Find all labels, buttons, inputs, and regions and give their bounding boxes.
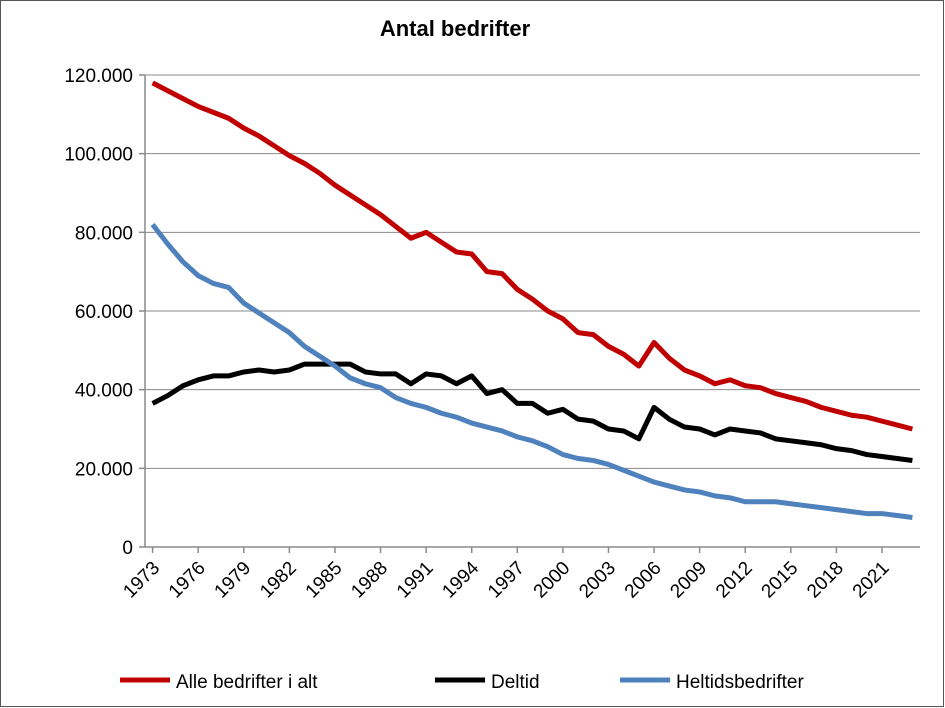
y-tick-label: 80.000 (75, 223, 133, 244)
legend-label: Deltid (491, 672, 540, 693)
y-tick-label: 100.000 (64, 145, 133, 166)
legend-label: Alle bedrifter i alt (176, 672, 318, 693)
legend-label: Heltidsbedrifter (676, 672, 804, 693)
y-tick-label: 60.000 (75, 302, 133, 323)
y-tick-label: 20.000 (75, 459, 133, 480)
y-tick-label: 0 (122, 538, 133, 559)
line-series (150, 222, 913, 520)
chart-title: Antal bedrifter (380, 16, 531, 41)
line-series (151, 361, 913, 463)
y-tick-label: 120.000 (64, 66, 133, 87)
line-series (151, 80, 914, 432)
y-tick-label: 40.000 (75, 381, 133, 402)
